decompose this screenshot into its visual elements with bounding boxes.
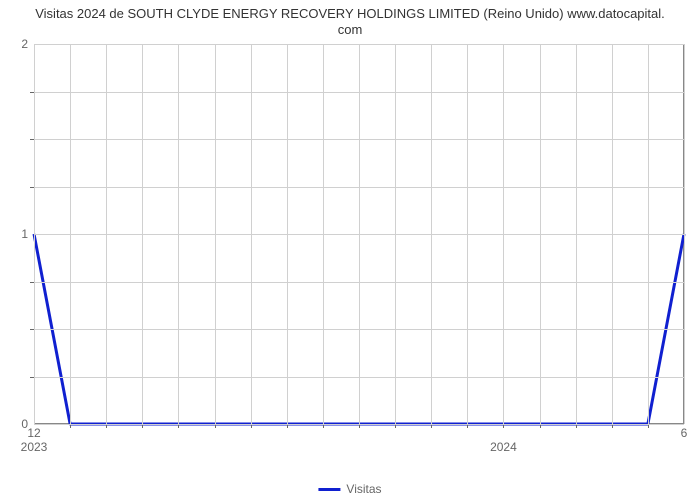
gridline-horizontal: [34, 234, 684, 235]
legend: Visitas: [318, 482, 381, 496]
gridline-horizontal: [34, 424, 684, 425]
y-tick-label: 2: [21, 37, 34, 51]
legend-swatch: [318, 488, 340, 491]
y-minor-tick: [30, 92, 34, 93]
y-tick-label: 0: [21, 417, 34, 431]
legend-label: Visitas: [346, 482, 381, 496]
gridline-horizontal: [34, 282, 684, 283]
y-minor-tick: [30, 377, 34, 378]
gridline-horizontal: [34, 92, 684, 93]
gridline-horizontal: [34, 329, 684, 330]
chart-title-line1: Visitas 2024 de SOUTH CLYDE ENERGY RECOV…: [0, 6, 700, 22]
x-year-label: 2023: [21, 440, 48, 454]
gridline-horizontal: [34, 44, 684, 45]
visits-chart: Visitas 2024 de SOUTH CLYDE ENERGY RECOV…: [0, 0, 700, 500]
y-minor-tick: [30, 187, 34, 188]
chart-title-line2: com: [0, 22, 700, 38]
y-minor-tick: [30, 139, 34, 140]
y-minor-tick: [30, 282, 34, 283]
x-tick-label: 6: [681, 424, 688, 440]
gridline-horizontal: [34, 377, 684, 378]
plot-container: 12620232024012: [34, 44, 684, 424]
gridline-horizontal: [34, 187, 684, 188]
gridline-horizontal: [34, 139, 684, 140]
y-tick-label: 1: [21, 227, 34, 241]
x-year-label: 2024: [490, 440, 517, 454]
y-minor-tick: [30, 329, 34, 330]
chart-title: Visitas 2024 de SOUTH CLYDE ENERGY RECOV…: [0, 0, 700, 37]
gridline-vertical: [684, 44, 685, 424]
